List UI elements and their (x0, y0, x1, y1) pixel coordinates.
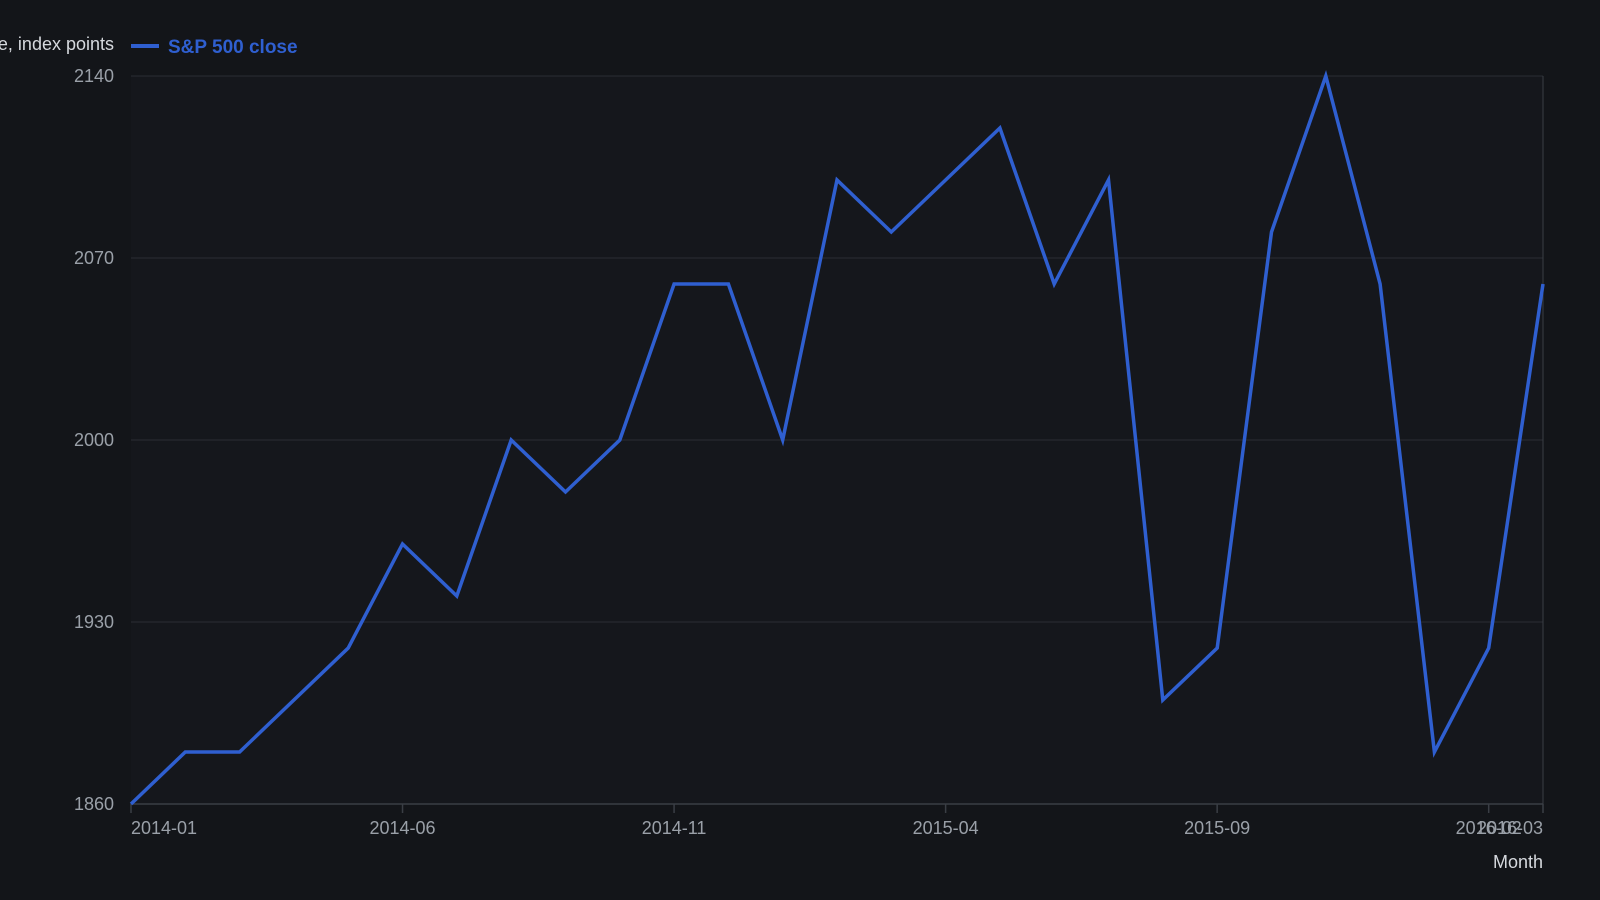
y-tick-label: 1860 (74, 794, 114, 814)
x-tick-label: 2015-04 (913, 818, 979, 838)
x-tick-label: 2016-03 (1477, 818, 1543, 838)
x-tick-label: 2014-11 (642, 818, 707, 838)
y-tick-label: 2070 (74, 248, 114, 268)
y-axis-title: Close, index points (0, 34, 114, 54)
x-tick-label: 2016-02 (1456, 818, 1522, 838)
x-axis-title: Month (1493, 852, 1543, 872)
y-tick-label: 2140 (74, 66, 114, 86)
x-tick-label: 2014-06 (370, 818, 436, 838)
x-tick-label: 2015-09 (1184, 818, 1250, 838)
legend-label: S&P 500 close (168, 37, 298, 58)
y-tick-label: 2000 (74, 430, 114, 450)
y-tick-label: 1930 (74, 612, 114, 632)
x-tick-label: 2014-01 (131, 818, 197, 838)
